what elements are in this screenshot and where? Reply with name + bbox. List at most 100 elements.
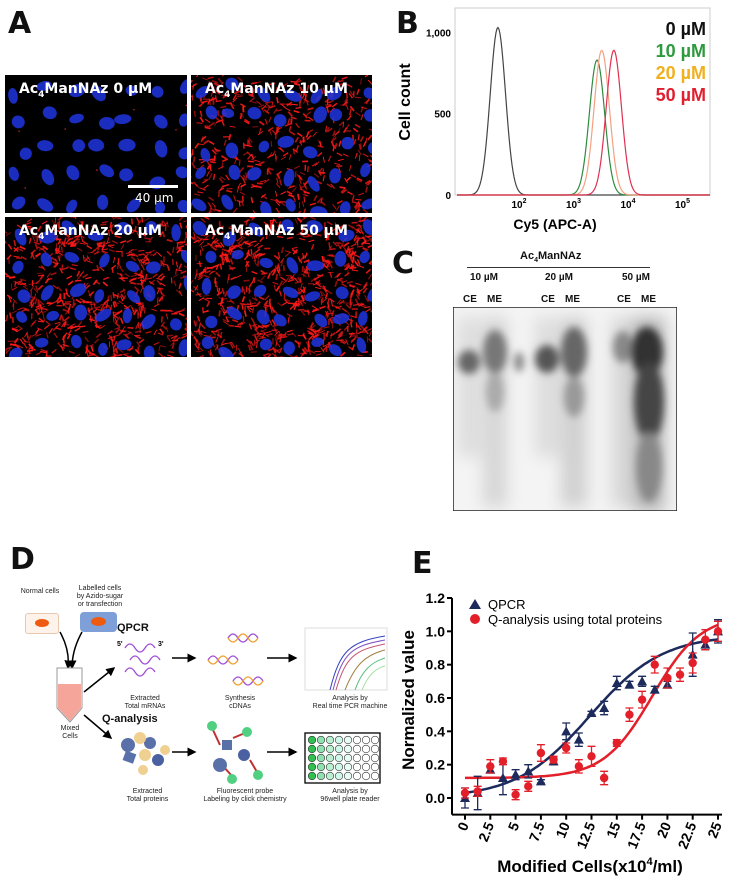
membrane-stain [101, 305, 107, 311]
three-prime-label: 3' [158, 641, 164, 648]
membrane-stain [23, 309, 30, 312]
membrane-stain [174, 310, 181, 314]
nucleus [306, 220, 323, 233]
membrane-stain [276, 109, 283, 112]
nucleus [40, 285, 54, 301]
membrane-stain [112, 217, 117, 220]
membrane-stain [82, 273, 89, 279]
membrane-stain [270, 198, 277, 202]
membrane-stain [17, 325, 23, 330]
membrane-stain [137, 309, 140, 316]
membrane-stain [158, 352, 164, 357]
membrane-stain [142, 302, 145, 309]
membrane-stain [219, 254, 224, 261]
membrane-stain [331, 102, 338, 108]
membrane-stain [302, 112, 308, 119]
membrane-stain [33, 241, 40, 245]
membrane-stain [46, 272, 51, 278]
membrane-stain [277, 221, 282, 228]
membrane-stain [215, 336, 219, 343]
membrane-stain [107, 331, 114, 335]
membrane-stain [13, 240, 17, 247]
membrane-stain [364, 75, 369, 78]
membrane-stain [341, 245, 347, 251]
membrane-stain [63, 233, 70, 238]
membrane-stain [369, 330, 372, 337]
membrane-stain [365, 308, 371, 313]
membrane-stain [21, 337, 27, 343]
membrane-stain [193, 232, 196, 239]
well [334, 744, 344, 754]
membrane-stain [369, 159, 372, 163]
membrane-stain [238, 227, 245, 232]
membrane-stain [160, 345, 167, 348]
membrane-stain [330, 317, 334, 324]
nucleus [257, 86, 271, 103]
nucleus [259, 338, 273, 351]
data-point-qpcr [637, 676, 648, 686]
membrane-stain [96, 247, 100, 254]
membrane-stain [56, 286, 63, 292]
membrane-stain [349, 90, 354, 96]
membrane-stain [328, 254, 335, 258]
membrane-stain [356, 88, 360, 95]
nucleus [338, 229, 355, 242]
membrane-stain [79, 242, 86, 245]
nucleus [14, 228, 27, 246]
membrane-stain [329, 271, 333, 278]
membrane-stain [203, 274, 210, 279]
membrane-stain [68, 350, 75, 355]
membrane-stain [199, 241, 205, 246]
membrane-stain [314, 332, 320, 338]
membrane-stain [86, 245, 93, 250]
membrane-stain [63, 238, 67, 245]
nucleus [99, 164, 115, 178]
membrane-stain [271, 306, 276, 313]
membrane-stain [96, 264, 100, 272]
membrane-stain [295, 79, 302, 84]
membrane-stain [298, 237, 306, 241]
membrane-stain [269, 319, 273, 326]
membrane-stain [258, 128, 262, 135]
membrane-stain [295, 122, 300, 129]
membrane-stain [263, 221, 270, 226]
membrane-stain [202, 77, 208, 81]
membrane-stain [35, 328, 40, 334]
membrane-stain [238, 231, 245, 235]
membrane-stain [76, 247, 83, 252]
membrane-stain [217, 231, 224, 236]
x-tick-label: 5 [505, 820, 523, 833]
membrane-stain [291, 248, 298, 254]
membrane-stain [300, 254, 306, 261]
membrane-stain [288, 275, 295, 281]
probe-label: Fluorescent probe Labeling by click chemi… [203, 788, 287, 803]
membrane-stain [303, 208, 307, 213]
membrane-stain [254, 159, 261, 163]
membrane-stain [321, 291, 326, 297]
membrane-stain [344, 271, 350, 277]
membrane-stain [99, 324, 106, 329]
membrane-stain [341, 280, 348, 284]
q-analysis-label: Q-analysis [102, 713, 158, 725]
membrane-stain [301, 92, 306, 99]
membrane-stain [79, 325, 86, 328]
membrane-stain [111, 217, 114, 219]
qpcr-label: QPCR [117, 622, 149, 634]
membrane-stain [307, 116, 314, 122]
membrane-stain [26, 218, 33, 223]
membrane-stain [257, 279, 264, 284]
membrane-stain [11, 327, 18, 333]
membrane-stain [160, 321, 166, 328]
membrane-stain [185, 224, 187, 229]
membrane-stain [202, 266, 207, 273]
nucleus [201, 336, 214, 349]
membrane-stain [339, 351, 346, 357]
membrane-stain [230, 103, 235, 110]
membrane-stain [349, 164, 352, 171]
membrane-stain [160, 291, 166, 297]
nucleus [205, 315, 218, 329]
membrane-stain [252, 333, 259, 336]
nucleus [246, 167, 262, 181]
proteins-icon [121, 732, 170, 775]
membrane-stain [362, 326, 368, 332]
